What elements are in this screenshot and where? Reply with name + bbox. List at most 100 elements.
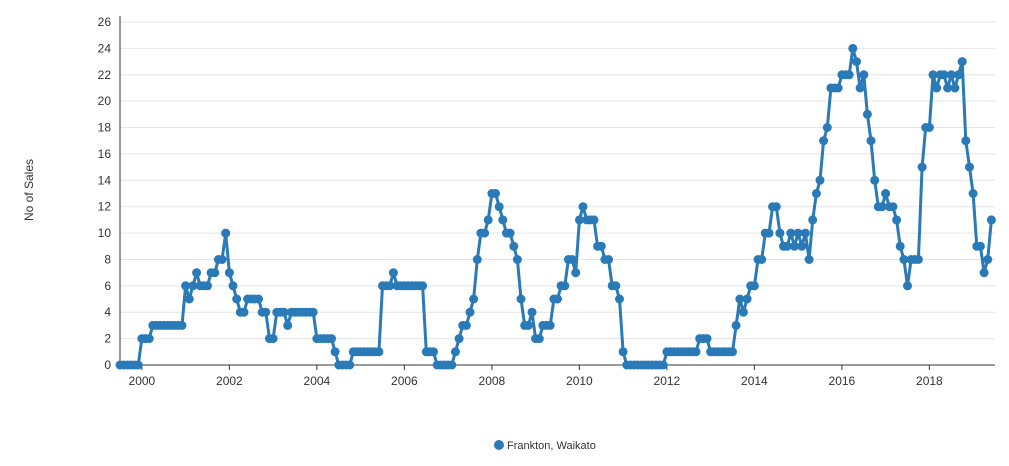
data-point[interactable] bbox=[447, 360, 457, 370]
data-point[interactable] bbox=[516, 294, 526, 304]
data-point[interactable] bbox=[975, 241, 985, 251]
data-point[interactable] bbox=[946, 70, 956, 80]
data-point[interactable] bbox=[735, 294, 745, 304]
legend[interactable]: Frankton, Waikato bbox=[494, 440, 596, 452]
data-point[interactable] bbox=[615, 294, 624, 304]
data-point[interactable] bbox=[979, 268, 989, 278]
data-point[interactable] bbox=[534, 334, 544, 344]
data-point[interactable] bbox=[859, 70, 869, 80]
data-point[interactable] bbox=[932, 83, 942, 93]
data-point[interactable] bbox=[418, 281, 428, 291]
data-point[interactable] bbox=[239, 307, 249, 317]
data-point[interactable] bbox=[881, 189, 891, 198]
data-point[interactable] bbox=[892, 215, 902, 225]
data-point[interactable] bbox=[822, 123, 832, 132]
data-point[interactable] bbox=[374, 347, 384, 357]
data-point[interactable] bbox=[815, 175, 825, 185]
data-point[interactable] bbox=[943, 83, 953, 93]
data-point[interactable] bbox=[808, 215, 818, 225]
data-point[interactable] bbox=[512, 255, 522, 264]
data-point[interactable] bbox=[184, 294, 194, 304]
data-point[interactable] bbox=[268, 334, 278, 344]
data-point[interactable] bbox=[819, 136, 829, 146]
data-point[interactable] bbox=[228, 281, 238, 291]
data-point[interactable] bbox=[957, 57, 967, 67]
data-point[interactable] bbox=[483, 215, 493, 225]
data-point[interactable] bbox=[658, 360, 668, 370]
data-point[interactable] bbox=[283, 320, 293, 330]
data-point[interactable] bbox=[498, 215, 508, 225]
data-point[interactable] bbox=[928, 70, 938, 80]
data-point[interactable] bbox=[578, 202, 588, 212]
data-point[interactable] bbox=[217, 255, 227, 264]
data-point[interactable] bbox=[509, 241, 519, 251]
data-point[interactable] bbox=[133, 360, 143, 370]
data-point[interactable] bbox=[144, 334, 154, 344]
data-point[interactable] bbox=[480, 228, 490, 238]
data-point[interactable] bbox=[203, 281, 212, 291]
data-point[interactable] bbox=[330, 347, 340, 357]
data-point[interactable] bbox=[571, 268, 581, 278]
data-point[interactable] bbox=[771, 202, 781, 212]
data-point[interactable] bbox=[691, 347, 701, 357]
data-point[interactable] bbox=[731, 320, 741, 330]
data-point[interactable] bbox=[913, 255, 923, 264]
data-point[interactable] bbox=[472, 255, 482, 264]
data-point[interactable] bbox=[968, 189, 978, 198]
data-point[interactable] bbox=[852, 57, 861, 67]
data-point[interactable] bbox=[261, 307, 271, 317]
data-point[interactable] bbox=[385, 281, 395, 291]
data-point[interactable] bbox=[308, 307, 318, 317]
data-point[interactable] bbox=[254, 294, 263, 304]
data-point[interactable] bbox=[728, 347, 737, 357]
data-point[interactable] bbox=[749, 281, 759, 291]
data-point[interactable] bbox=[611, 281, 621, 291]
data-point[interactable] bbox=[429, 347, 438, 357]
data-point[interactable] bbox=[527, 307, 537, 317]
data-point[interactable] bbox=[553, 294, 562, 304]
data-point[interactable] bbox=[797, 241, 807, 251]
data-point[interactable] bbox=[804, 255, 814, 264]
data-point[interactable] bbox=[221, 228, 231, 238]
data-point[interactable] bbox=[188, 281, 198, 291]
data-point[interactable] bbox=[764, 228, 774, 238]
data-point[interactable] bbox=[574, 215, 584, 225]
data-point[interactable] bbox=[491, 189, 500, 198]
data-point[interactable] bbox=[505, 228, 515, 238]
data-point[interactable] bbox=[494, 202, 504, 212]
data-point[interactable] bbox=[866, 136, 876, 146]
data-point[interactable] bbox=[790, 241, 799, 251]
data-point[interactable] bbox=[604, 255, 613, 264]
data-point[interactable] bbox=[793, 228, 803, 238]
data-point[interactable] bbox=[567, 255, 577, 264]
data-point[interactable] bbox=[862, 109, 872, 119]
data-point[interactable] bbox=[177, 320, 187, 330]
data-point[interactable] bbox=[903, 281, 912, 291]
data-point[interactable] bbox=[888, 202, 898, 212]
data-point[interactable] bbox=[844, 70, 854, 80]
data-point[interactable] bbox=[877, 202, 887, 212]
data-point[interactable] bbox=[545, 320, 555, 330]
data-point[interactable] bbox=[181, 281, 191, 291]
data-point[interactable] bbox=[224, 268, 234, 278]
data-point[interactable] bbox=[786, 228, 796, 238]
data-point[interactable] bbox=[465, 307, 475, 317]
data-point[interactable] bbox=[523, 320, 533, 330]
data-point[interactable] bbox=[279, 307, 289, 317]
data-point[interactable] bbox=[461, 320, 471, 330]
data-point[interactable] bbox=[702, 334, 712, 344]
data-point[interactable] bbox=[961, 136, 971, 146]
data-point[interactable] bbox=[939, 70, 949, 80]
data-point[interactable] bbox=[738, 307, 748, 317]
data-point[interactable] bbox=[833, 83, 843, 93]
data-point[interactable] bbox=[596, 241, 606, 251]
data-point[interactable] bbox=[848, 43, 858, 53]
data-point[interactable] bbox=[855, 83, 865, 93]
data-point[interactable] bbox=[469, 294, 479, 304]
data-point[interactable] bbox=[618, 347, 628, 357]
data-point[interactable] bbox=[870, 175, 880, 185]
data-point[interactable] bbox=[954, 70, 963, 80]
data-point[interactable] bbox=[895, 241, 905, 251]
data-point[interactable] bbox=[965, 162, 974, 172]
data-point[interactable] bbox=[800, 228, 810, 238]
